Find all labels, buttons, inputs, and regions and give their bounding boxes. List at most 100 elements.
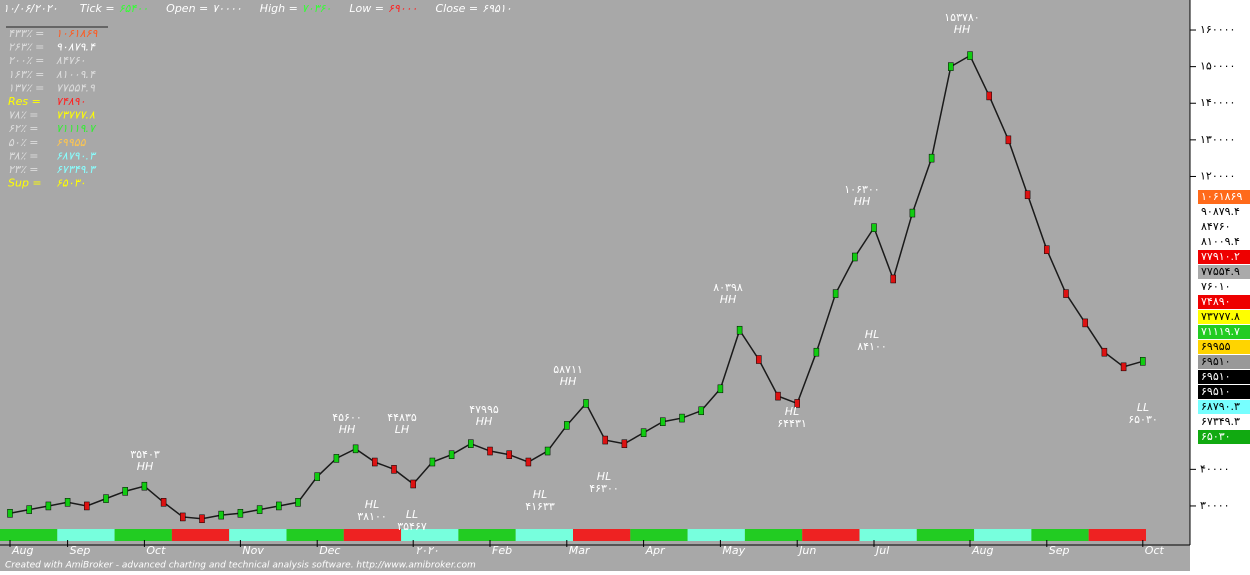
x-tick-label: May (722, 544, 745, 557)
indicator-segment (515, 529, 573, 541)
level-box (1198, 280, 1250, 294)
price-candle (410, 479, 416, 489)
level-value: ۷۳۷۷۷.۸ (56, 109, 95, 122)
indicator-segment (974, 529, 1032, 541)
annotation-value: ۱۵۳۷۸۰ (944, 11, 979, 24)
indicator-segment (744, 529, 803, 541)
price-candle (717, 384, 724, 394)
indicator-segment (286, 529, 344, 541)
level-box-label: ۶۵۰۳۰ (1201, 430, 1231, 443)
price-candle (1101, 347, 1108, 357)
x-tick-label: Jun (797, 544, 816, 557)
price-candle (468, 439, 474, 448)
annotation-kind: HH (476, 415, 493, 428)
price-candle (871, 223, 877, 232)
level-box (1198, 205, 1250, 219)
price-candle (621, 439, 628, 448)
level-box-label: ۶۷۳۴۹.۳ (1201, 415, 1240, 428)
indicator-segment (859, 529, 917, 541)
x-tick-label: ۲۰۲۰ (415, 544, 439, 557)
level-box-label: ۷۴۸۹۰ (1201, 295, 1231, 308)
annotation-value: ۶۴۴۳۱ (777, 417, 807, 430)
x-tick-label: Nov (242, 544, 264, 557)
level-box (1198, 370, 1250, 384)
price-candle (45, 501, 52, 511)
annotation-kind: HH (954, 23, 971, 36)
price-candle (26, 505, 32, 514)
annotation-value: ۶۵۰۳۰ (1128, 413, 1158, 426)
annotation-value: ۱۰۶۳۰۰ (844, 183, 879, 196)
price-candle (84, 501, 90, 511)
annotation-kind: HL (785, 405, 799, 418)
indicator-segment (916, 529, 975, 541)
level-box (1198, 265, 1250, 279)
level-box-label: ۷۶۰۱۰ (1201, 280, 1231, 293)
level-box (1198, 415, 1250, 429)
level-box-label: ۷۳۷۷۷.۸ (1201, 310, 1240, 323)
price-candle (391, 465, 397, 474)
annotation-kind: HL (597, 470, 611, 483)
annotation-value: ۴۱۶۳۳ (525, 500, 555, 513)
price-candle (525, 457, 532, 467)
indicator-segment (573, 529, 631, 541)
y-tick-label: ۱۳۰۰۰۰ (1200, 133, 1235, 146)
level-value: ۸۱۰۰۹.۴ (56, 68, 96, 81)
level-label: ۷۸٪ = (8, 109, 38, 122)
price-candle (122, 487, 128, 496)
price-candle (813, 347, 820, 357)
level-box (1198, 430, 1250, 444)
indicator-segment (0, 529, 58, 541)
annotation-kind: HH (137, 460, 154, 473)
indicator-segment (458, 529, 516, 541)
price-candle (1140, 357, 1146, 366)
price-candle (698, 406, 704, 416)
y-tick-label: ۳۰۰۰۰ (1200, 499, 1230, 512)
price-candle (794, 399, 800, 408)
price-candle (852, 252, 858, 262)
level-box-label: ۹۰۸۷۹.۴ (1201, 205, 1240, 218)
level-box-label: ۶۸۷۹۰.۳ (1201, 400, 1240, 413)
price-candle (660, 417, 666, 426)
x-tick-label: Aug (11, 544, 33, 557)
level-value: ۷۴۸۹۰ (56, 95, 86, 108)
header-value: ۷۰۳۶۰ (302, 2, 332, 15)
level-box-label: ۷۷۹۱۰.۲ (1201, 250, 1240, 263)
x-tick-label: Dec (319, 544, 340, 557)
annotation-value: ۴۶۳۰۰ (589, 482, 619, 495)
indicator-segment (630, 529, 688, 541)
level-label: Sup = (8, 177, 42, 190)
annotation-kind: HH (339, 423, 356, 436)
annotation-kind: HH (560, 375, 577, 388)
x-tick-label: Sep (70, 544, 91, 557)
level-box-label: ۷۷۵۵۴.۹ (1201, 265, 1240, 278)
indicator-segment (687, 529, 745, 541)
price-candle (237, 509, 244, 518)
header-label: Close = (435, 2, 478, 15)
level-label: ۱۳۷٪ = (8, 81, 44, 94)
price-candle (544, 446, 551, 456)
price-candle (909, 208, 916, 218)
x-tick-label: Sep (1049, 544, 1070, 557)
y-tick-label: ۴۰۰۰۰ (1200, 462, 1230, 475)
price-candle (506, 450, 512, 459)
price-candle (64, 498, 71, 507)
level-box (1198, 385, 1250, 399)
level-box-label: ۶۹۹۵۵ (1201, 340, 1231, 353)
level-box (1198, 325, 1250, 339)
header-value: ۶۹۰۰۰ (388, 2, 418, 15)
price-candle (1005, 135, 1012, 145)
level-value: ۶۹۹۵۵ (56, 136, 87, 149)
annotation-value: ۸۰۳۹۸ (713, 281, 743, 294)
level-label: ۲۶۳٪ = (8, 41, 44, 54)
price-candle (1044, 245, 1050, 254)
price-candle (276, 501, 282, 511)
level-value: ۶۸۷۹۰.۳ (56, 149, 97, 162)
price-candle (372, 457, 378, 467)
level-box (1198, 400, 1250, 414)
price-candle (333, 454, 340, 463)
level-value: ۶۵۰۳۰ (56, 177, 86, 190)
price-candle (1063, 289, 1069, 298)
price-candle (295, 498, 301, 507)
